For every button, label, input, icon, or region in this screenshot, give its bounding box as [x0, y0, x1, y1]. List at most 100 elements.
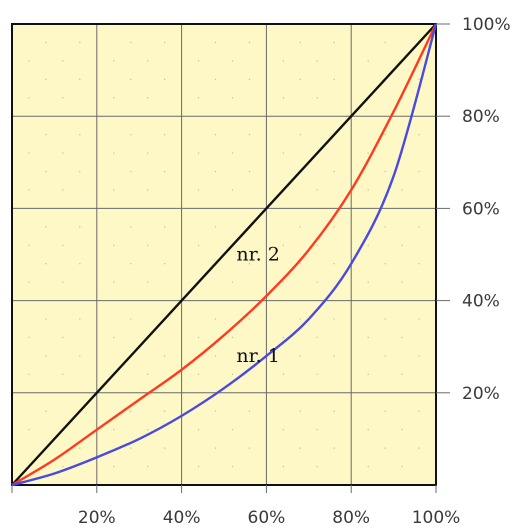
grid-dot [130, 133, 132, 136]
grid-dot [231, 428, 234, 431]
grid-dot [79, 447, 81, 449]
grid-dot [214, 447, 217, 449]
grid-dot [146, 373, 149, 376]
grid-dot [282, 244, 285, 246]
series-line-1 [11, 23, 437, 486]
grid-dot [197, 244, 200, 246]
grid-dot [248, 410, 251, 412]
grid-dot [299, 263, 302, 265]
grid-dot [214, 226, 217, 228]
grid-dot [214, 355, 217, 357]
grid-dot [163, 355, 166, 357]
grid-dot [113, 336, 115, 339]
grid-dot [401, 189, 403, 191]
grid-dot [130, 170, 132, 173]
grid-dot [45, 170, 47, 173]
y-tick-label: 20% [462, 384, 500, 404]
grid-dot [282, 373, 285, 376]
grid-dot [333, 355, 335, 357]
grid-dot [316, 281, 318, 283]
grid-dot [113, 189, 115, 191]
grid-dot [384, 133, 386, 136]
series-line-2 [11, 23, 438, 487]
grid-dot [248, 41, 251, 44]
grid-dot [248, 318, 251, 320]
grid-dot [28, 336, 30, 339]
grid-dot [299, 226, 302, 228]
grid-dot [418, 226, 420, 228]
grid-dot [231, 97, 234, 99]
grid-dot [231, 189, 234, 191]
grid-dot [45, 410, 47, 412]
grid-dot [299, 355, 302, 357]
grid-dot [113, 152, 115, 154]
grid-dot [384, 355, 386, 357]
grid-dot [214, 78, 217, 81]
grid-dot [248, 263, 251, 265]
grid-dot [333, 318, 335, 320]
grid-dot [146, 428, 149, 431]
grid-dot [62, 465, 64, 468]
grid-dot [299, 78, 302, 81]
grid-dot [62, 97, 64, 99]
grid-dot [214, 41, 217, 44]
grid-dot [401, 244, 403, 246]
grid-dot [316, 60, 318, 62]
grid-dot [62, 152, 64, 154]
x-tick-label: 80% [332, 508, 370, 528]
grid-dot [333, 170, 335, 173]
grid-dot [113, 465, 115, 468]
grid-dot [214, 410, 217, 412]
grid-dot [401, 428, 403, 431]
grid-dot [130, 41, 132, 44]
grid-dot [231, 373, 234, 376]
grid-dot [163, 133, 166, 136]
grid-dot [299, 447, 302, 449]
plot-frame [11, 23, 437, 486]
grid-dot [130, 226, 132, 228]
grid-dot [401, 336, 403, 339]
grid-dot [231, 465, 234, 468]
grid-dot [418, 170, 420, 173]
grid-dot [79, 41, 81, 44]
grid-dot [299, 410, 302, 412]
grid-dot [45, 78, 47, 81]
grid-dot [316, 373, 318, 376]
x-tick-label: 60% [248, 508, 286, 528]
annotations: nr. 2 nr. 1 [236, 244, 279, 367]
grid-dot [28, 373, 30, 376]
grid-dot [197, 152, 200, 154]
grid-dot [248, 78, 251, 81]
grid-dot [146, 281, 149, 283]
grid-dot [214, 170, 217, 173]
grid-dot [62, 281, 64, 283]
grid-dot [146, 97, 149, 99]
x-tick-label: 100% [412, 508, 461, 528]
grid-dot [384, 170, 386, 173]
grid-dot [367, 373, 369, 376]
grid-dot [282, 465, 285, 468]
grid-dot [130, 447, 132, 449]
grid-dot [418, 355, 420, 357]
grid-dot [367, 428, 369, 431]
y-tick-label: 40% [462, 292, 500, 312]
y-tick-label: 60% [462, 199, 500, 219]
grid-dot [384, 263, 386, 265]
grid-dot [333, 78, 335, 81]
grid-dot [384, 226, 386, 228]
grid-dot [45, 226, 47, 228]
annotation-label: nr. 1 [236, 345, 279, 367]
grid-dot [62, 60, 64, 62]
grid-dot [197, 97, 200, 99]
grid-dot [282, 60, 285, 62]
grid-dot [79, 78, 81, 81]
grid-dot [299, 133, 302, 136]
grid-dot [28, 97, 30, 99]
grid-dot [367, 152, 369, 154]
grid-dot [79, 318, 81, 320]
grid-dot [367, 244, 369, 246]
grid-dot [418, 410, 420, 412]
grid-dot [79, 355, 81, 357]
grid-dot [333, 410, 335, 412]
grid-dot [316, 336, 318, 339]
